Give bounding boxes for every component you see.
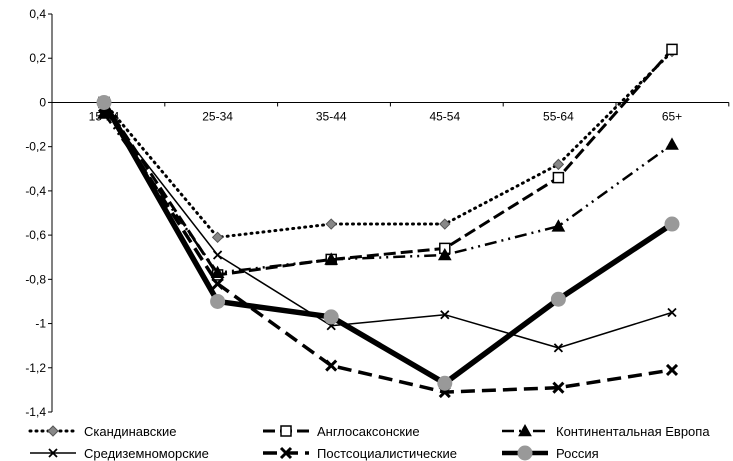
y-tick-label: -0,6 <box>25 228 46 242</box>
legend-label: Россия <box>556 446 599 461</box>
series-line <box>102 105 673 394</box>
legend-item: Россия <box>502 445 599 461</box>
series-line <box>103 108 673 349</box>
data-point <box>211 277 224 290</box>
data-point <box>210 293 226 309</box>
x-tick-label: 55-64 <box>543 109 574 123</box>
data-point <box>96 94 112 110</box>
y-tick-label: 0 <box>39 95 46 109</box>
y-tick-label: -1 <box>35 317 46 331</box>
y-tick-label: -0,2 <box>25 140 46 154</box>
data-point <box>437 247 452 261</box>
data-point <box>552 381 565 394</box>
data-point <box>667 307 677 318</box>
legend-item: Англосаксонские <box>263 424 420 439</box>
y-tick-label: -0,4 <box>25 184 46 198</box>
data-point <box>665 137 679 150</box>
legend-swatch-marker <box>280 425 292 437</box>
x-tick-label: 65+ <box>662 109 682 123</box>
y-tick-label: -0,8 <box>25 272 46 286</box>
data-point <box>325 218 337 230</box>
series-group <box>99 104 677 353</box>
data-point <box>666 43 678 56</box>
data-point <box>325 359 338 372</box>
legend-swatch-marker <box>48 448 58 458</box>
data-point <box>323 309 339 325</box>
data-point <box>210 265 225 278</box>
legend-label: Постсоциалистические <box>317 446 457 461</box>
legend-label: Континентальная Европа <box>556 424 710 439</box>
plot-area: 0,40,20-0,2-0,4-0,6-0,8-1-1,2-1,415-2425… <box>25 7 730 419</box>
legend-swatch-marker <box>47 425 59 437</box>
data-point <box>552 171 565 184</box>
x-tick-label: 25-34 <box>202 109 233 123</box>
data-point <box>439 218 451 230</box>
data-point <box>211 231 224 244</box>
data-point <box>324 252 339 265</box>
data-point <box>437 375 453 391</box>
legend-swatch-marker <box>517 445 533 461</box>
data-point <box>551 219 566 232</box>
legend-label: Скандинавские <box>84 424 176 439</box>
legend: Скандинавские Англосаксонские Континенталь… <box>28 423 710 461</box>
legend-item: Скандинавские <box>28 424 176 439</box>
series-group <box>97 106 679 278</box>
legend-swatch-marker <box>518 423 532 437</box>
data-point <box>552 158 565 171</box>
legend-label: Англосаксонские <box>317 424 420 439</box>
legend-item: Континентальная Европа <box>502 423 710 439</box>
legend-item: Постсоциалистические <box>263 446 457 461</box>
y-tick-label: 0,4 <box>29 7 46 21</box>
data-point <box>550 291 566 307</box>
data-point <box>440 310 450 320</box>
series-line <box>102 112 673 274</box>
legend-item: Средиземноморские <box>30 446 209 461</box>
data-point <box>664 216 680 232</box>
legend-swatch-marker <box>279 446 293 460</box>
series-group <box>96 94 680 391</box>
series-line <box>102 50 674 239</box>
x-tick-label: 45-54 <box>429 109 460 123</box>
y-tick-label: -1,4 <box>25 405 46 419</box>
data-point <box>212 250 223 260</box>
data-point <box>553 343 564 353</box>
y-tick-label: 0,2 <box>29 51 46 65</box>
data-point <box>665 363 679 377</box>
y-tick-label: -1,2 <box>25 361 46 375</box>
legend-label: Средиземноморские <box>84 446 209 461</box>
x-tick-label: 35-44 <box>316 109 347 123</box>
series-line <box>101 101 674 387</box>
